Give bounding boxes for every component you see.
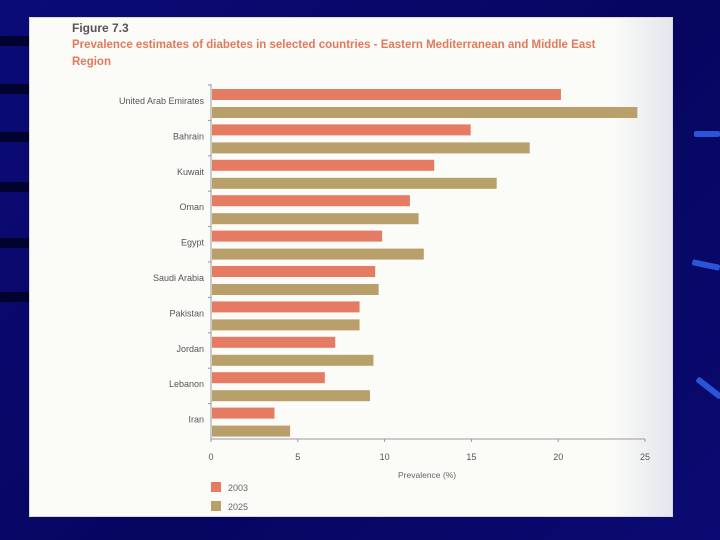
x-tick-label: 10 <box>380 452 390 462</box>
category-label: Lebanon <box>169 379 204 389</box>
x-tick-label: 20 <box>553 452 563 462</box>
bar-2025-bahrain <box>212 142 530 154</box>
bar-2025-saudi-arabia <box>212 284 379 295</box>
category-labels: United Arab Emirates Bahrain Kuwait Oman Egy… <box>119 96 205 425</box>
legend: 2003 2025 <box>211 482 248 512</box>
legend-swatch-2003 <box>211 482 221 492</box>
left-stripe <box>0 292 30 302</box>
legend-label-2003: 2003 <box>228 483 248 493</box>
category-label: Bahrain <box>173 131 204 141</box>
x-tick-label: 5 <box>295 452 300 462</box>
x-axis: 0 5 10 15 20 25 Prevalence (%) <box>208 84 650 480</box>
bar-2003-iran <box>212 407 275 419</box>
left-stripe <box>0 36 30 46</box>
bar-2025-jordan <box>212 354 374 366</box>
bar-2003-lebanon <box>212 372 325 384</box>
bar-2025-oman <box>212 213 419 225</box>
x-axis-title: Prevalence (%) <box>398 470 456 480</box>
left-stripe <box>0 132 30 142</box>
left-stripe <box>0 84 30 94</box>
x-tick-label: 15 <box>466 452 476 462</box>
bar-2003-saudi-arabia <box>212 266 376 277</box>
bars-layer <box>212 89 638 437</box>
bar-2003-pakistan <box>212 301 360 313</box>
bar-2025-lebanon <box>212 390 370 402</box>
bar-2003-oman <box>212 195 410 207</box>
bar-2025-egypt <box>212 248 424 260</box>
page-edge-shadow <box>612 18 672 516</box>
category-label: Iran <box>188 415 204 425</box>
figure-title: Prevalence estimates of diabetes in sele… <box>72 39 596 68</box>
legend-label-2025: 2025 <box>228 502 248 512</box>
category-label: Saudi Arabia <box>153 273 204 283</box>
bar-2025-iran <box>212 425 291 437</box>
legend-swatch-2025 <box>211 501 221 511</box>
figure-label: Figure 7.3 <box>72 21 129 35</box>
bar-2003-egypt <box>212 230 383 242</box>
bar-2003-united-arab-emirates <box>212 89 561 100</box>
bar-2025-kuwait <box>212 177 497 189</box>
category-label: Egypt <box>181 238 205 248</box>
left-stripe <box>0 182 30 192</box>
category-label: United Arab Emirates <box>119 96 205 106</box>
bar-2003-kuwait <box>212 159 435 171</box>
decorative-dash <box>694 131 720 137</box>
bar-2003-jordan <box>212 336 336 348</box>
category-label: Pakistan <box>169 308 204 318</box>
bar-2025-pakistan <box>212 319 360 331</box>
category-label: Kuwait <box>177 167 205 177</box>
x-tick-label: 0 <box>208 452 213 462</box>
bar-2025-united-arab-emirates <box>212 107 638 118</box>
x-tick-label: 25 <box>640 452 650 462</box>
bar-2003-bahrain <box>212 124 471 136</box>
category-label: Oman <box>179 202 204 212</box>
left-stripe <box>0 238 30 248</box>
category-label: Jordan <box>176 344 204 354</box>
